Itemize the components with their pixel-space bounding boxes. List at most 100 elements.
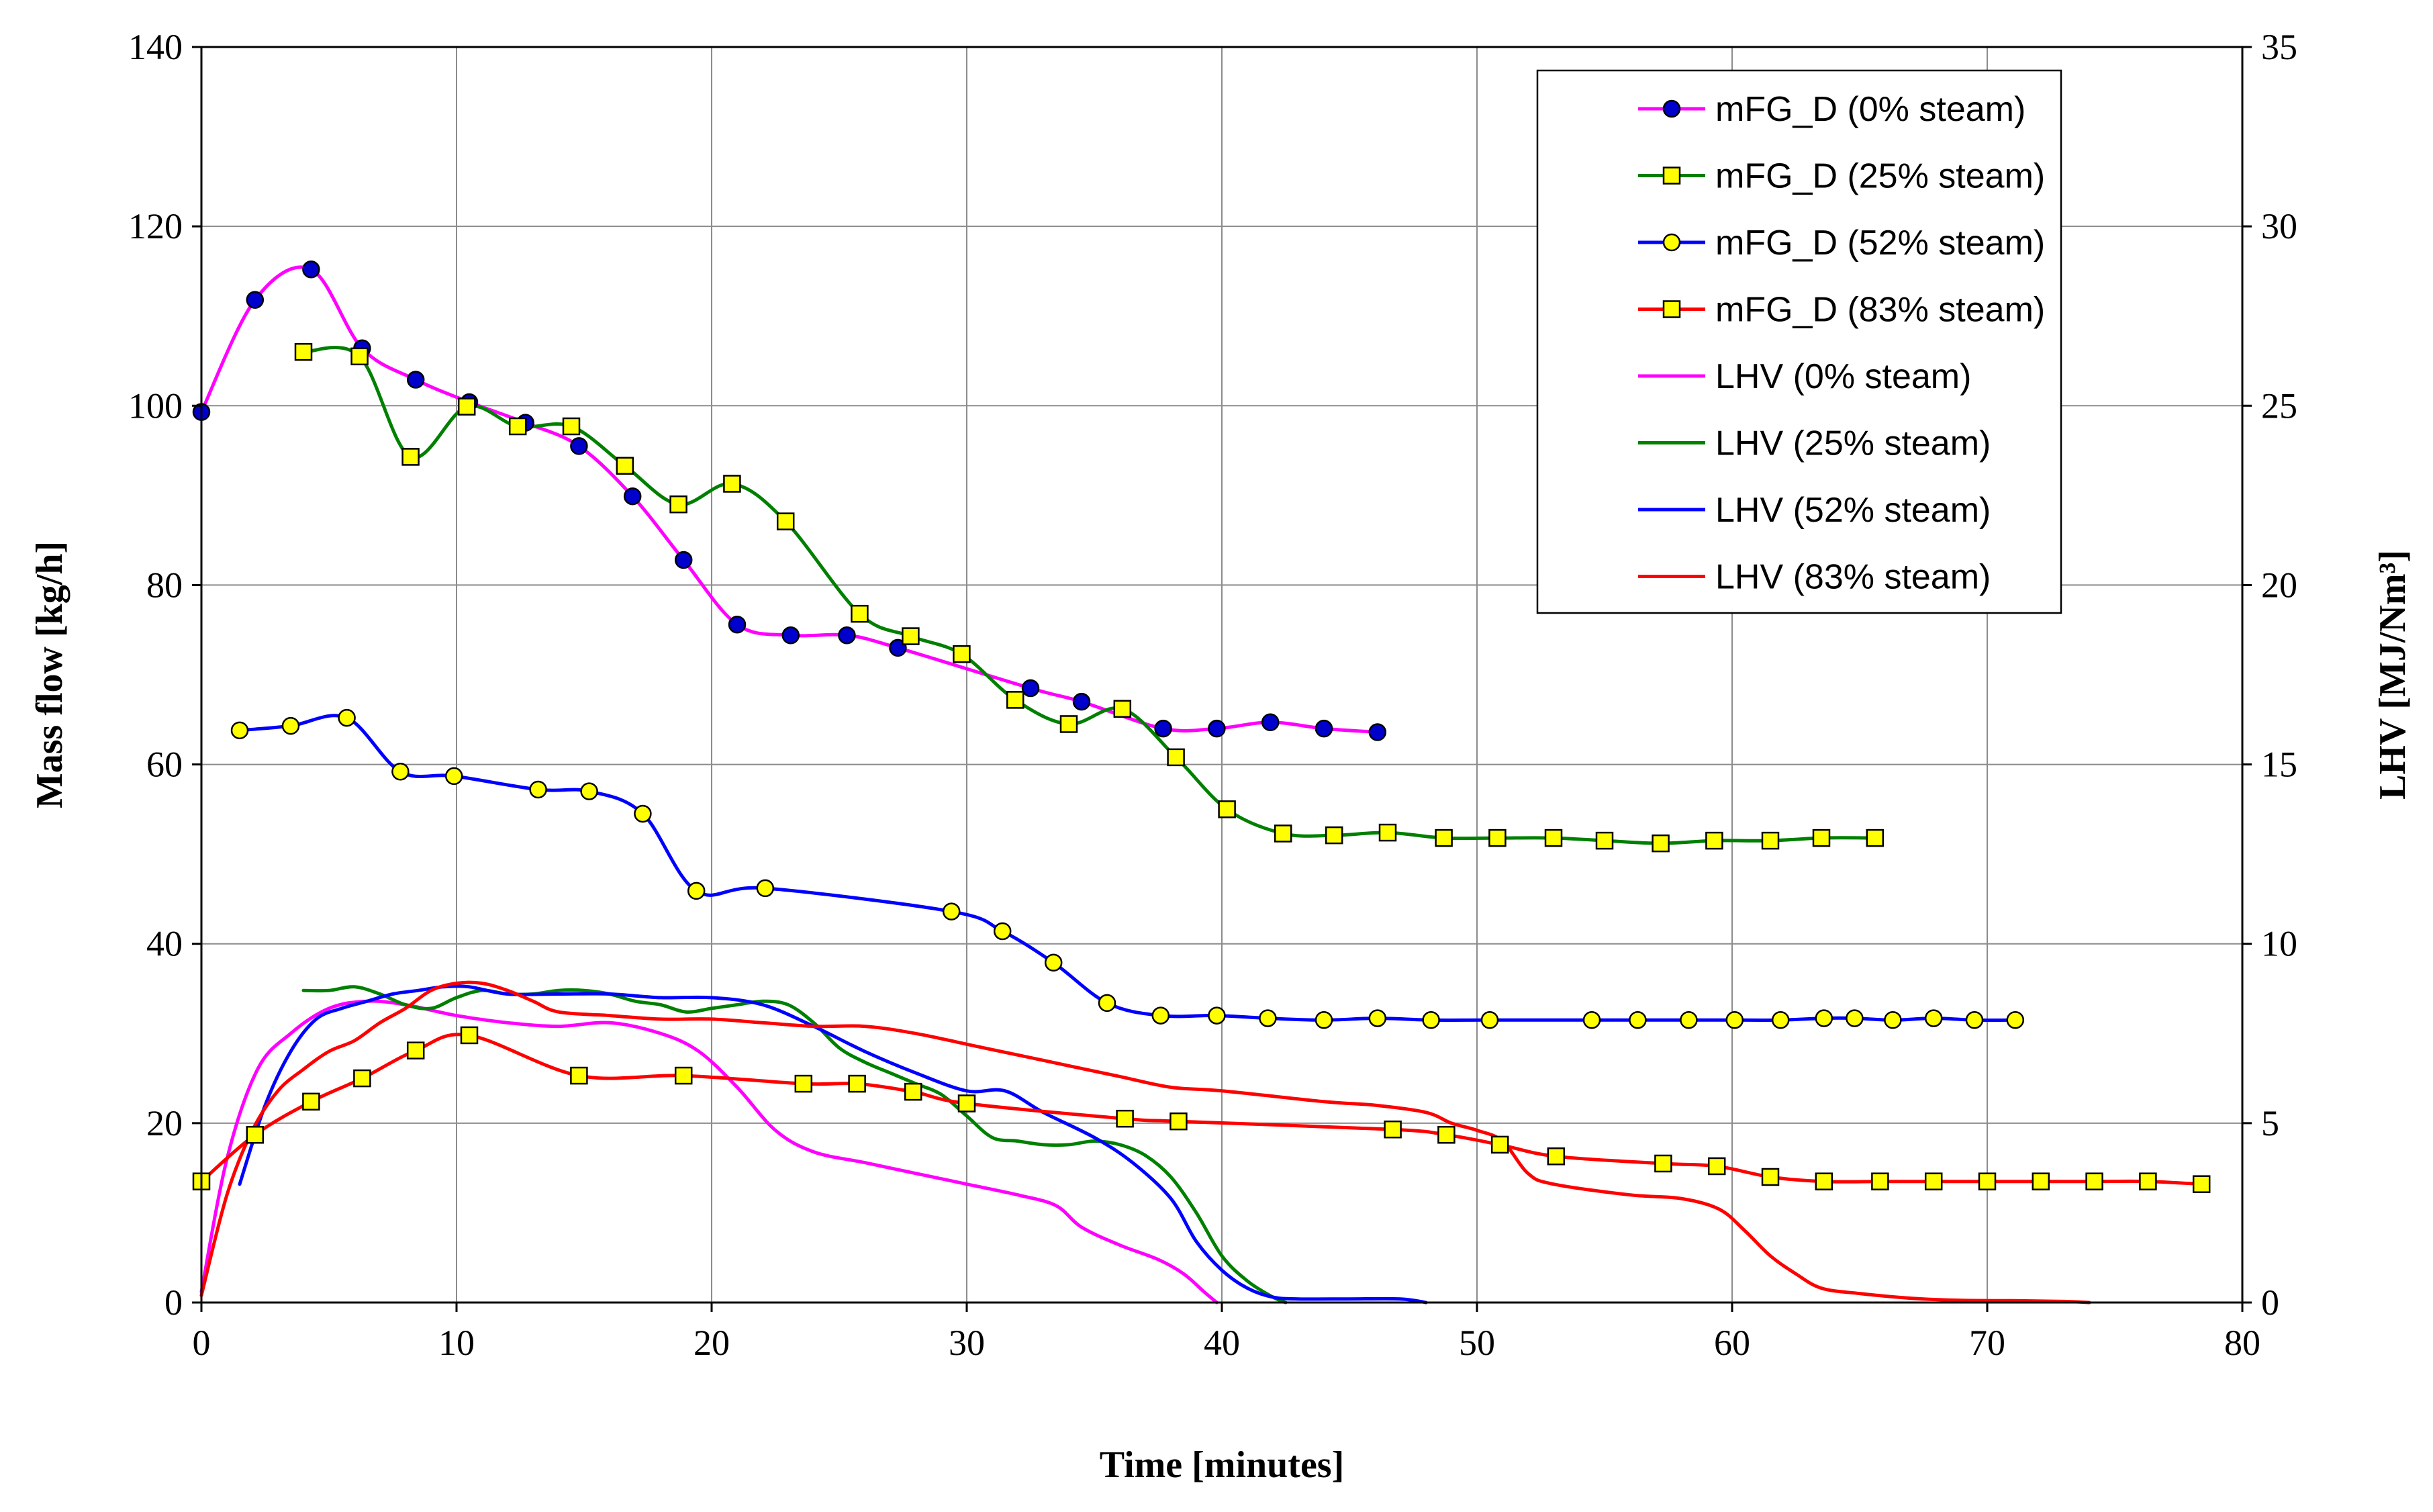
data-point-mfg-d-83-steam [570, 1066, 588, 1085]
series-line-lhv-83-steam [199, 980, 2091, 1305]
x-tick-label: 70 [1969, 1323, 2005, 1363]
data-point-mfg-d-0-steam [1315, 719, 1333, 738]
data-point-mfg-d-0-steam [623, 487, 642, 506]
data-point-mfg-d-52-steam [993, 922, 1012, 941]
data-point-mfg-d-52-steam [1208, 1006, 1226, 1025]
data-point-mfg-d-25-steam [953, 645, 971, 663]
data-point-mfg-d-83-steam [904, 1082, 922, 1101]
data-point-mfg-d-83-steam [1871, 1172, 1889, 1190]
data-point-mfg-d-25-steam [1325, 826, 1343, 845]
right-y-tick-label: 30 [2261, 206, 2297, 246]
x-tick-label: 0 [193, 1323, 211, 1363]
data-point-mfg-d-52-steam [756, 879, 775, 898]
data-point-mfg-d-83-steam [406, 1041, 425, 1059]
x-tick-label: 50 [1459, 1323, 1495, 1363]
data-point-mfg-d-83-steam [1654, 1154, 1672, 1173]
data-point-mfg-d-52-steam [2006, 1011, 2025, 1029]
legend-box [1536, 69, 2062, 614]
data-point-mfg-d-0-steam [728, 615, 747, 634]
series-line-lhv-25-steam [301, 985, 1288, 1305]
legend-swatch-marker [1662, 167, 1681, 185]
legend-swatch-marker [1662, 300, 1681, 318]
data-point-mfg-d-25-steam [616, 457, 634, 475]
left-y-tick-label: 0 [164, 1282, 183, 1323]
legend-label: mFG_D (52% steam) [1715, 224, 2045, 263]
data-point-mfg-d-83-steam [957, 1094, 976, 1113]
data-point-mfg-d-25-steam [1652, 834, 1670, 853]
data-point-mfg-d-52-steam [1725, 1011, 1744, 1029]
legend-swatch-marker [1662, 99, 1681, 118]
x-tick-label: 60 [1714, 1323, 1750, 1363]
data-point-mfg-d-52-steam [942, 902, 961, 920]
data-point-mfg-d-52-steam [580, 782, 598, 800]
right-y-tick-label: 15 [2261, 745, 2297, 785]
data-point-mfg-d-25-steam [1218, 800, 1236, 818]
data-point-mfg-d-52-steam [1582, 1011, 1601, 1029]
legend-label: LHV (25% steam) [1715, 424, 1991, 463]
data-point-mfg-d-52-steam [1924, 1009, 1943, 1027]
right-y-tick-label: 25 [2261, 385, 2297, 426]
right-y-tick-label: 10 [2261, 924, 2297, 964]
data-point-mfg-d-52-steam [338, 708, 356, 727]
data-point-mfg-d-83-steam [302, 1092, 320, 1111]
data-point-mfg-d-83-steam [674, 1066, 693, 1085]
legend-label: mFG_D (25% steam) [1715, 157, 2045, 196]
data-point-mfg-d-52-steam [1098, 994, 1116, 1012]
data-point-mfg-d-83-steam [1490, 1135, 1509, 1154]
data-point-mfg-d-0-steam [246, 291, 265, 309]
data-point-mfg-d-83-steam [1978, 1172, 1997, 1190]
data-point-mfg-d-25-steam [401, 448, 420, 466]
x-tick-label: 10 [438, 1323, 475, 1363]
data-point-mfg-d-52-steam [1151, 1006, 1170, 1025]
left-y-tick-label: 120 [128, 206, 183, 246]
data-point-mfg-d-52-steam [444, 767, 463, 786]
data-point-mfg-d-83-steam [1170, 1112, 1188, 1131]
data-point-mfg-d-52-steam [1044, 953, 1063, 972]
data-point-mfg-d-83-steam [1116, 1109, 1134, 1128]
left-y-tick-label: 80 [146, 565, 183, 605]
data-point-mfg-d-25-steam [1812, 829, 1831, 847]
data-point-mfg-d-25-steam [294, 342, 313, 361]
data-point-mfg-d-52-steam [1368, 1009, 1387, 1027]
data-point-mfg-d-25-steam [1378, 823, 1397, 842]
data-point-mfg-d-83-steam [2085, 1172, 2103, 1190]
data-point-mfg-d-25-steam [1435, 829, 1453, 847]
data-point-mfg-d-83-steam [2139, 1172, 2157, 1190]
legend-label: mFG_D (83% steam) [1715, 291, 2045, 330]
data-point-mfg-d-0-steam [1072, 692, 1091, 711]
right-y-tick-label: 20 [2261, 565, 2297, 605]
series-markers [192, 261, 2211, 1193]
left-y-tick-label: 40 [146, 924, 183, 964]
left-y-tick-label: 140 [128, 27, 183, 67]
data-point-mfg-d-52-steam [1680, 1011, 1698, 1029]
right-y-tick-label: 0 [2261, 1282, 2279, 1323]
legend-swatch-marker [1662, 233, 1681, 252]
data-point-mfg-d-52-steam [391, 763, 410, 781]
data-point-mfg-d-25-steam [1274, 824, 1292, 843]
data-point-mfg-d-0-steam [1208, 719, 1226, 738]
data-point-mfg-d-25-steam [1544, 829, 1563, 847]
data-point-mfg-d-25-steam [851, 604, 869, 623]
right-y-axis-title: LHV [MJ/Nm³] [2372, 550, 2414, 800]
series-line-lhv-0-steam [199, 999, 1219, 1305]
data-point-mfg-d-25-steam [1059, 715, 1078, 733]
left-y-tick-label: 100 [128, 385, 183, 426]
data-point-mfg-d-83-steam [1761, 1168, 1780, 1186]
data-point-mfg-d-83-steam [1384, 1120, 1402, 1139]
data-point-mfg-d-83-steam [460, 1026, 479, 1045]
data-point-mfg-d-0-steam [1368, 723, 1387, 741]
data-point-mfg-d-83-steam [353, 1069, 371, 1088]
legend-label: LHV (52% steam) [1715, 491, 1991, 530]
data-point-mfg-d-83-steam [1815, 1172, 1833, 1190]
data-point-mfg-d-52-steam [281, 716, 300, 735]
data-point-mfg-d-83-steam [1547, 1147, 1566, 1166]
data-point-mfg-d-25-steam [1488, 829, 1507, 847]
data-point-mfg-d-83-steam [2032, 1172, 2050, 1190]
data-point-mfg-d-0-steam [1261, 713, 1280, 732]
data-point-mfg-d-83-steam [1437, 1125, 1456, 1144]
data-point-mfg-d-25-steam [1113, 700, 1132, 718]
data-point-mfg-d-0-steam [302, 261, 320, 279]
data-point-mfg-d-25-steam [508, 417, 527, 436]
axes: 0 10 20 30 40 50 60 70 8002040608010012014005101… [128, 27, 2297, 1363]
